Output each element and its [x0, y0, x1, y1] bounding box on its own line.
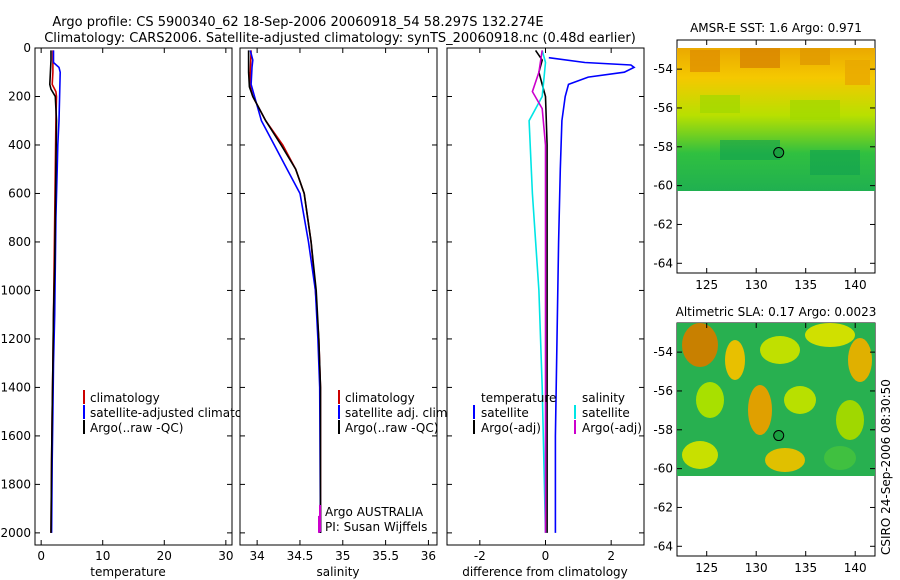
y-tick-label: -56 — [653, 384, 673, 398]
salinity-axes — [239, 47, 438, 546]
series-line-1 — [249, 50, 322, 533]
legend-label-sal-argo: Argo(-adj) — [582, 421, 642, 435]
csiro-timestamp: CSIRO 24-Sep-2006 08:30:50 — [879, 379, 893, 555]
salinity-xlabel: salinity — [316, 565, 359, 579]
x-tick-label: 30 — [218, 549, 233, 563]
y-tick-label: 1000 — [0, 283, 31, 297]
x-tick-label: 0 — [542, 549, 550, 563]
y-tick-label: -64 — [653, 539, 673, 553]
series-line-2 — [48, 50, 58, 533]
y-tick-label: 200 — [8, 89, 31, 103]
legend-label-climatology: climatology — [345, 391, 415, 405]
legend-label-temp-argo: Argo(-adj) — [481, 421, 541, 435]
y-tick-label: -62 — [653, 500, 673, 514]
legend-label-satellite-adjusted: satellite-adjusted climatology — [90, 406, 268, 420]
y-tick-label: -60 — [653, 179, 673, 193]
salinity-panel: 34 34.5 35 35.5 36 salinity climatology sate… — [239, 47, 451, 579]
figure-title-line1: Argo profile: CS 5900340_62 18-Sep-2006 … — [52, 15, 543, 30]
figure-title-line2: Climatology: CARS2006. Satellite-adjuste… — [44, 31, 636, 46]
difference-xlabel: difference from climatology — [462, 565, 628, 579]
x-tick-label: 2 — [607, 549, 615, 563]
y-tick-label: -64 — [653, 256, 673, 270]
x-tick-label: 35 — [335, 549, 350, 563]
x-tick-label: 35.5 — [372, 549, 399, 563]
legend-title-salinity: salinity — [582, 391, 625, 405]
x-tick-label: 36 — [421, 549, 436, 563]
salinity-legend: climatology satellite adj. clim. Argo(..… — [319, 390, 451, 534]
temperature-xlabel: temperature — [90, 565, 165, 579]
legend-label-argo: Argo(..raw -QC) — [90, 421, 183, 435]
annotation-argo-australia: Argo AUSTRALIA — [325, 505, 424, 519]
y-tick-label: -58 — [653, 423, 673, 437]
y-tick-label: 400 — [8, 138, 31, 152]
y-tick-label: -54 — [653, 62, 673, 76]
sst-map-title: AMSR-E SST: 1.6 Argo: 0.971 — [690, 21, 862, 35]
sst-map-panel: AMSR-E SST: 1.6 Argo: 0.971 125 130 135 140… — [653, 21, 876, 292]
y-tick-label: 2000 — [0, 526, 31, 540]
x-tick-label: 125 — [695, 278, 718, 292]
argo-position-marker — [773, 430, 785, 442]
temperature-panel: 0 10 20 30 0 200 400 600 800 1000 1200 1400 1600 1800… — [0, 41, 267, 579]
x-tick-label: 140 — [844, 278, 867, 292]
x-tick-label: 34.5 — [287, 549, 314, 563]
x-tick-label: 125 — [695, 561, 718, 575]
y-tick-label: 0 — [23, 41, 31, 55]
legend-label-satellite: satellite adj. clim. — [345, 406, 451, 420]
y-tick-label: 1200 — [0, 332, 31, 346]
x-tick-label: 130 — [745, 278, 768, 292]
difference-legend: temperature satellite Argo(-adj) salinit… — [473, 391, 642, 435]
temperature-legend: climatology satellite-adjusted climatolo… — [83, 390, 268, 435]
x-tick-label: 140 — [844, 561, 867, 575]
sst-field — [677, 48, 875, 191]
y-tick-label: 1600 — [0, 429, 31, 443]
difference-panel: -2 0 2 difference from climatology tempera… — [446, 47, 645, 579]
legend-label-climatology: climatology — [90, 391, 160, 405]
series-line-0 — [548, 56, 636, 533]
legend-label-argo: Argo(..raw -QC) — [345, 421, 438, 435]
sla-map-title: Altimetric SLA: 0.17 Argo: 0.0023 — [676, 305, 877, 319]
y-tick-label: -60 — [653, 462, 673, 476]
legend-title-temperature: temperature — [481, 391, 556, 405]
x-tick-label: 130 — [745, 561, 768, 575]
x-tick-label: 135 — [794, 561, 817, 575]
y-tick-label: 800 — [8, 235, 31, 249]
y-tick-label: -54 — [653, 345, 673, 359]
series-line-2 — [247, 50, 322, 533]
sla-map-panel: Altimetric SLA: 0.17 Argo: 0.0023 125 130… — [653, 305, 876, 575]
y-tick-label: 1400 — [0, 380, 31, 394]
x-tick-label: 0 — [37, 549, 45, 563]
y-tick-label: -56 — [653, 101, 673, 115]
y-tick-label: -62 — [653, 217, 673, 231]
y-tick-label: -58 — [653, 140, 673, 154]
sla-field — [677, 323, 875, 476]
x-tick-label: 34 — [249, 549, 264, 563]
temperature-axes — [34, 47, 233, 546]
x-tick-label: 20 — [157, 549, 172, 563]
series-line-2 — [528, 50, 547, 533]
x-tick-label: 10 — [95, 549, 110, 563]
annotation-pi-name: PI: Susan Wijffels — [325, 520, 427, 534]
argo-position-marker — [773, 147, 785, 159]
legend-label-sal-satellite: satellite — [582, 406, 630, 420]
y-tick-label: 600 — [8, 186, 31, 200]
x-tick-label: -2 — [474, 549, 486, 563]
x-tick-label: 135 — [794, 278, 817, 292]
y-tick-label: 1800 — [0, 477, 31, 491]
legend-label-temp-satellite: satellite — [481, 406, 529, 420]
series-line-3 — [531, 50, 547, 533]
